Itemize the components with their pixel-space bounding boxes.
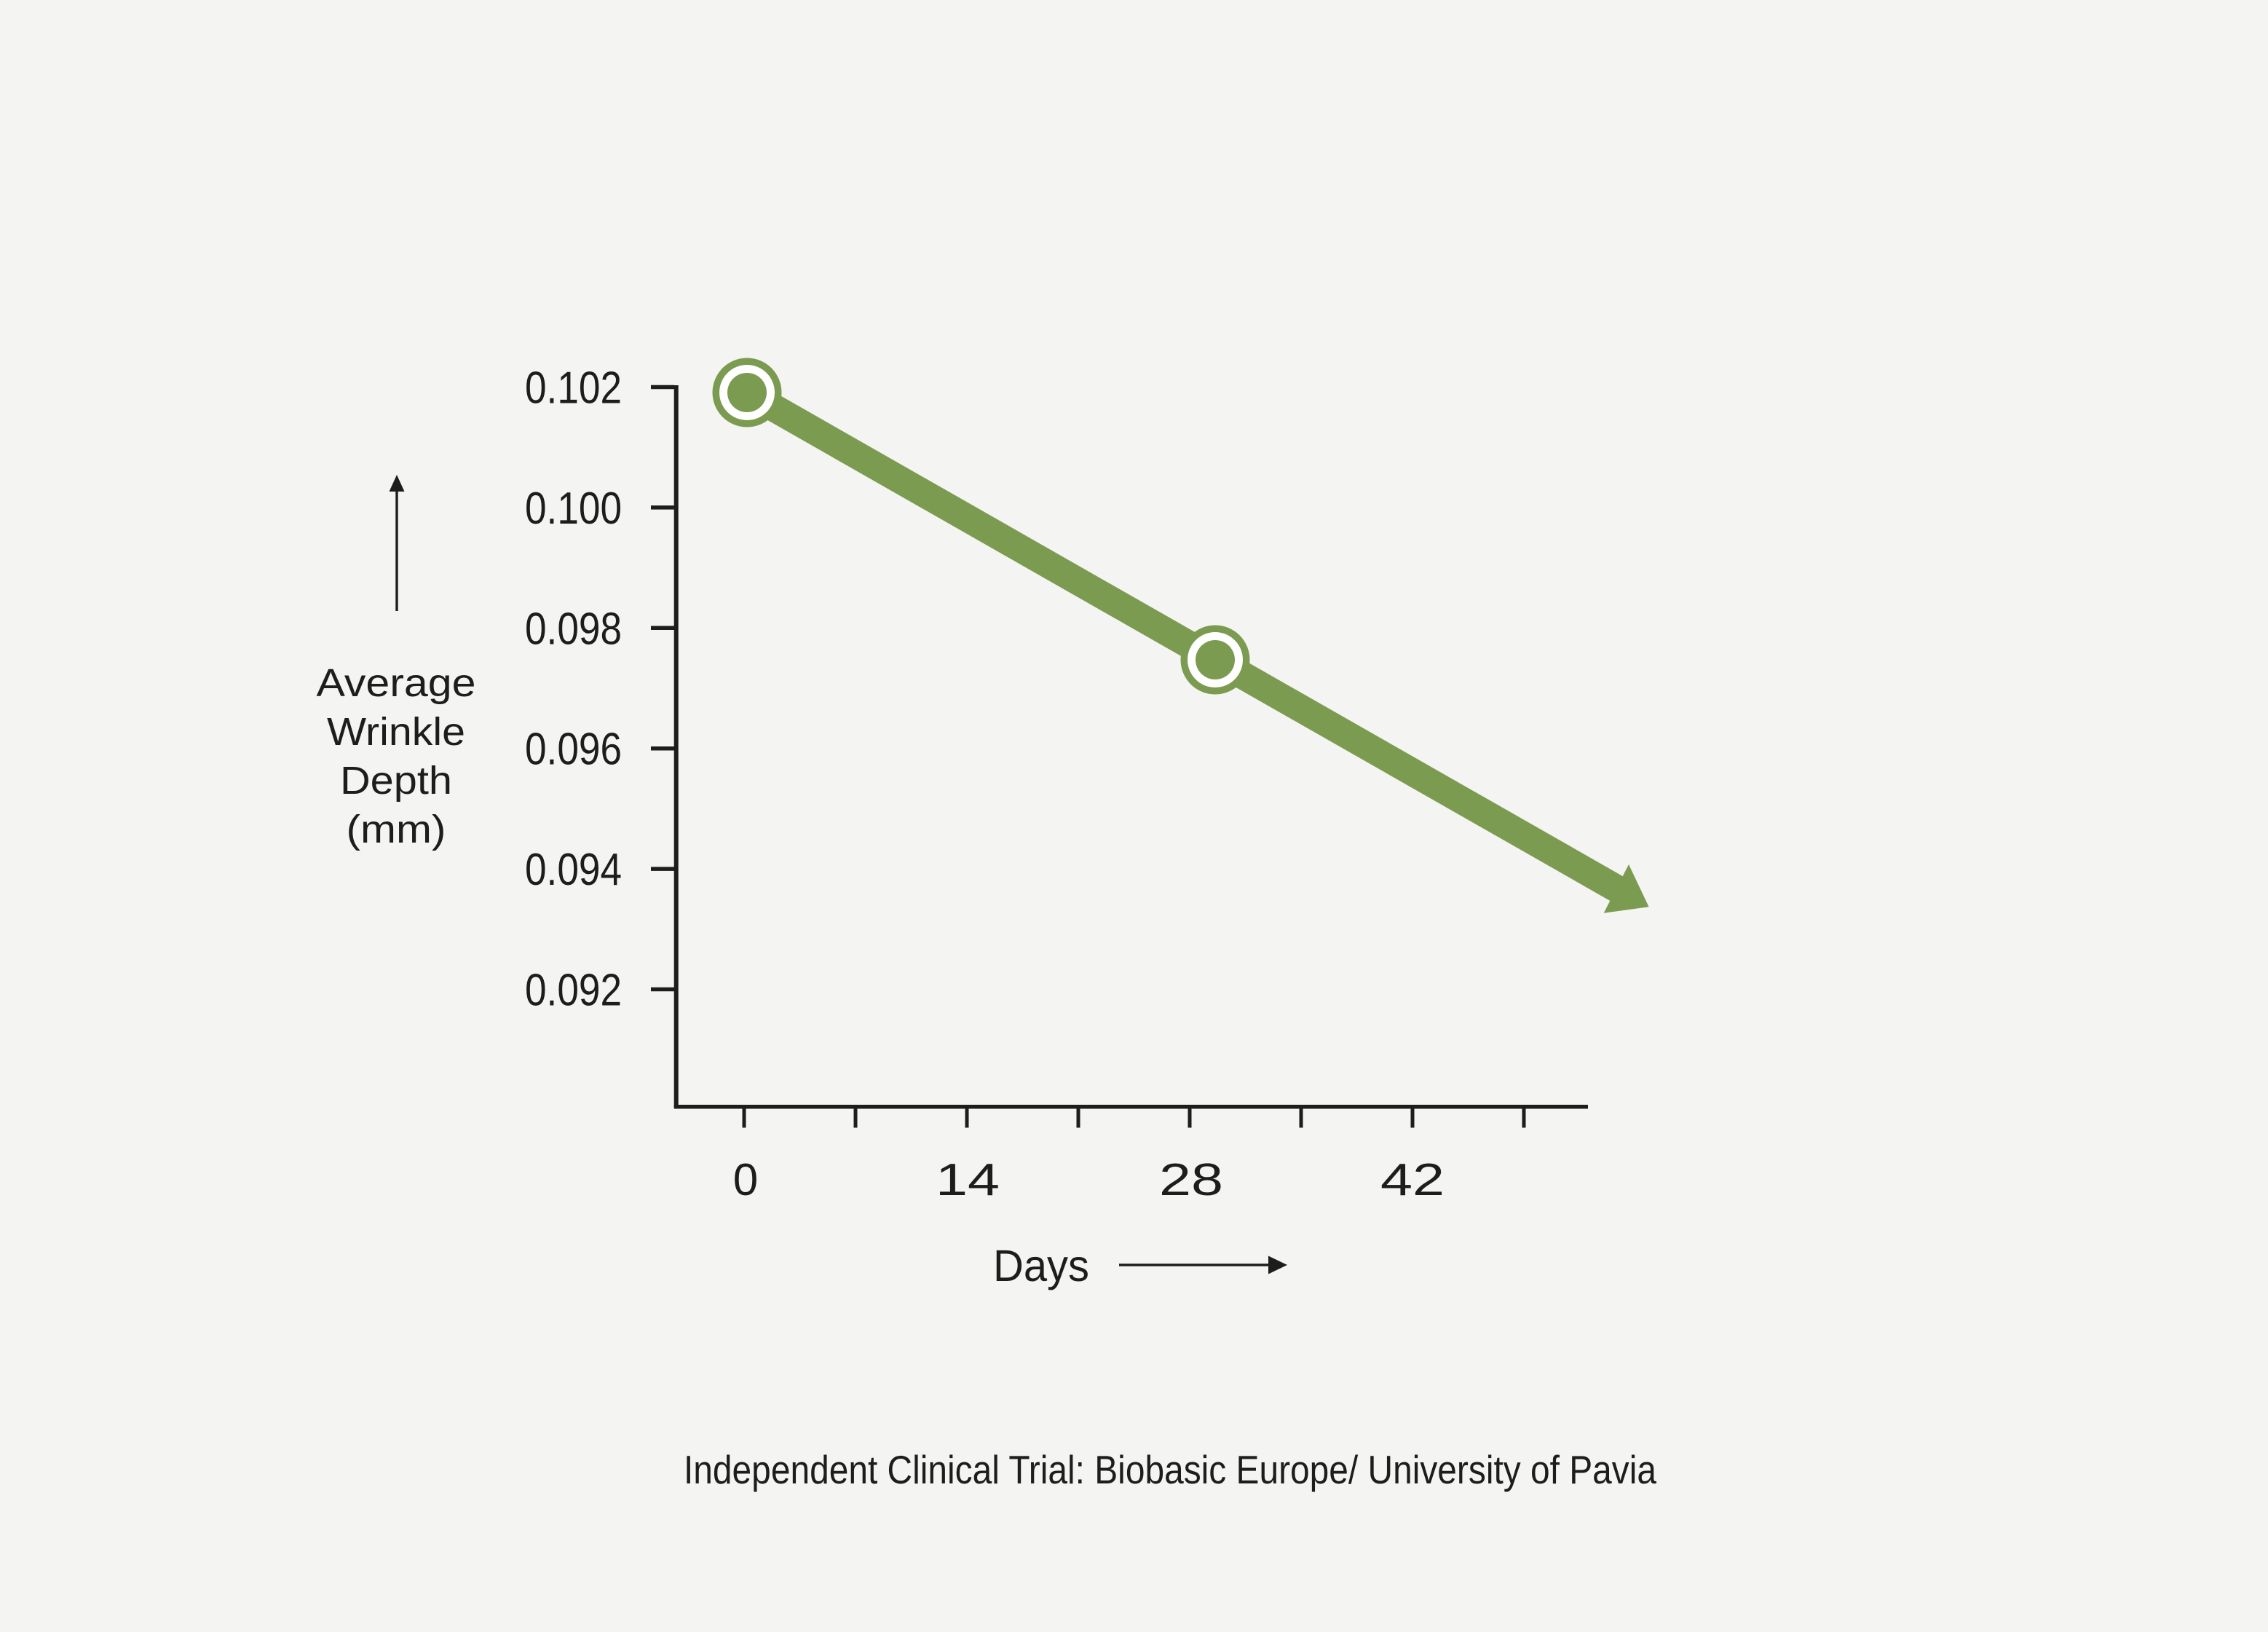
svg-text:0.098: 0.098 [525,604,622,654]
svg-text:0.096: 0.096 [525,725,622,775]
svg-text:0: 0 [733,1155,758,1205]
svg-text:0.092: 0.092 [525,966,622,1016]
svg-text:Days: Days [993,1241,1089,1290]
svg-text:0.100: 0.100 [525,484,622,534]
svg-text:(mm): (mm) [347,808,446,851]
svg-text:14: 14 [936,1155,1000,1205]
svg-text:42: 42 [1380,1155,1445,1205]
svg-text:Independent Clinical Trial: Bi: Independent Clinical Trial: Biobasic Eur… [684,1448,1657,1492]
svg-text:Average: Average [317,661,476,705]
svg-text:0.102: 0.102 [525,363,622,414]
svg-text:Depth: Depth [340,759,452,803]
svg-text:0.094: 0.094 [525,845,622,895]
svg-text:28: 28 [1159,1155,1223,1205]
svg-text:Wrinkle: Wrinkle [327,710,465,754]
